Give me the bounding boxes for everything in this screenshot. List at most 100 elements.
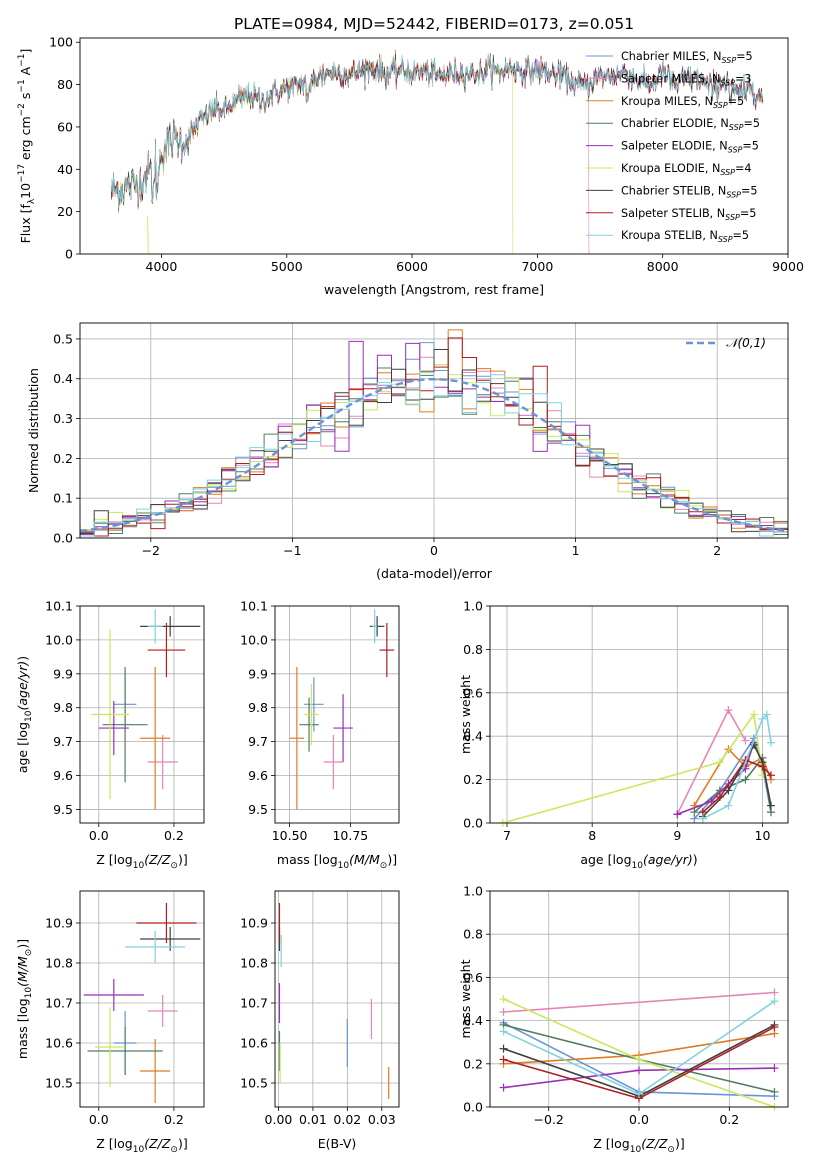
label-part: −1 <box>17 79 27 92</box>
y-tick-label: 0.2 <box>463 772 483 787</box>
y-tick-label: 10.0 <box>240 632 268 647</box>
y-tick-label: 10.5 <box>240 1076 268 1091</box>
label-part: 10 <box>632 861 644 871</box>
label-part: =5 <box>728 95 745 108</box>
label-part: =4 <box>735 162 752 175</box>
y-tick-label: 0.1 <box>53 491 73 506</box>
y-axis-label: age [log10(age/yr)) <box>15 656 34 773</box>
label-part: 10 <box>338 861 350 871</box>
label-part: ] <box>18 49 33 54</box>
y-tick-label: 10.6 <box>240 1036 268 1051</box>
x-axis-label: age [log10(age/yr)) <box>580 852 697 871</box>
y-tick-label: 0.2 <box>463 1056 483 1071</box>
label-part: =5 <box>743 117 760 130</box>
label-part: Z [log <box>96 1136 132 1151</box>
y-tick-label: 9.6 <box>248 768 268 783</box>
y-tick-label: 0.6 <box>463 685 483 700</box>
x-tick-label: 7 <box>503 828 511 843</box>
label-part: A <box>18 66 33 79</box>
label-part: SSP <box>713 101 728 110</box>
y-tick-label: 0.8 <box>463 927 483 942</box>
legend-label: Chabrier ELODIE, NSSP=5 <box>621 117 760 132</box>
y-tick-label: 1.0 <box>463 884 483 899</box>
y-tick-label: 60 <box>57 119 73 134</box>
label-part: Z [log <box>593 1136 629 1151</box>
label-part: s <box>18 93 33 104</box>
y-tick-label: 0.6 <box>463 970 483 985</box>
label-part: age [log <box>580 852 631 867</box>
x-tick-label: 10 <box>755 828 771 843</box>
y-tick-label: 9.6 <box>53 768 73 783</box>
weight-line-salpeter-miles <box>503 991 775 1013</box>
x-tick-label: 0.0 <box>89 828 109 843</box>
legend-label: Chabrier STELIB, NSSP=5 <box>621 184 758 199</box>
legend-label: Salpeter MILES, NSSP=3 <box>621 72 752 87</box>
y-tick-label: 10.9 <box>240 916 268 931</box>
label-part: Kroupa STELIB, N <box>621 229 718 242</box>
label-part: (Z/Z <box>641 1136 668 1151</box>
y-tick-label: 10.8 <box>45 956 73 971</box>
y-tick-label: 0.3 <box>53 411 73 426</box>
spectrum-line-kroupa-stelib <box>111 54 764 209</box>
y-tick-label: 9.8 <box>53 700 73 715</box>
x-tick-label: 2 <box>713 543 721 558</box>
spectrum-frame <box>79 37 789 255</box>
label-part: (age/yr) <box>15 661 30 711</box>
y-tick-label: 9.5 <box>53 802 73 817</box>
label-part: erg cm <box>18 116 33 164</box>
x-tick-label: 7000 <box>521 259 553 274</box>
figure-title: PLATE=0984, MJD=52442, FIBERID=0173, z=0… <box>234 15 634 33</box>
x-axis-label: mass [log10(M/M⊙)] <box>277 852 397 871</box>
y-tick-label: 10.6 <box>45 1036 73 1051</box>
label-part: age [log <box>15 722 30 773</box>
x-tick-label: 8 <box>588 828 596 843</box>
x-axis-label: Z [log10(Z/Z⊙)] <box>96 852 187 871</box>
y-tick-label: 100 <box>49 35 73 50</box>
label-part: 10 <box>630 1145 642 1155</box>
x-tick-label: 4000 <box>146 259 178 274</box>
label-part: Chabrier STELIB, N <box>621 184 726 197</box>
label-part: SSP <box>726 190 741 199</box>
x-tick-label: 5000 <box>271 259 303 274</box>
y-tick-label: 9.8 <box>248 700 268 715</box>
legend-label: Kroupa STELIB, NSSP=5 <box>621 229 749 244</box>
label-part: SSP <box>721 56 736 65</box>
label-part: (Z/Z <box>144 852 171 867</box>
x-tick-label: −0.2 <box>534 1112 564 1127</box>
y-tick-label: 0.4 <box>463 1013 483 1028</box>
label-part: =3 <box>735 72 752 85</box>
x-tick-label: 0 <box>430 543 438 558</box>
age_vs_mass-axes: 10.50 10.75 9.5 9.6 9.7 9.8 9.9 10.0 10.1 <box>240 599 399 843</box>
weight_vs_age-axes: 7 8 9 10 0.0 0.2 0.4 0.6 0.8 1.0 <box>463 599 788 843</box>
legend-label: 𝒩(0,1) <box>726 336 766 350</box>
weight-line-chabrier-stelib <box>702 743 772 818</box>
label-part: ⊙ <box>667 1145 675 1155</box>
y-tick-label: 9.7 <box>248 734 268 749</box>
label-part: −2 <box>17 103 27 116</box>
label-part: ⊙ <box>380 861 388 871</box>
label-part: ) <box>693 852 698 867</box>
spectrum-dip <box>147 215 149 254</box>
x-tick-label: −2 <box>142 543 160 558</box>
label-part: =5 <box>742 140 759 153</box>
label-part: −1 <box>17 54 27 67</box>
x-tick-label: 9000 <box>772 259 804 274</box>
y-tick-label: 1.0 <box>463 599 483 614</box>
mass_vs_ebv-frame <box>274 890 400 1108</box>
label-part: )] <box>675 1136 685 1151</box>
x-tick-label: 0.02 <box>333 1112 361 1127</box>
y-tick-label: 40 <box>57 162 73 177</box>
legend-label: Kroupa ELODIE, NSSP=4 <box>621 162 752 177</box>
label-part: ⊙ <box>170 861 178 871</box>
x-axis-label: E(B-V) <box>318 1136 357 1151</box>
age_vs_Z-axes: 0.0 0.2 9.5 9.6 9.7 9.8 9.9 10.0 10.1 <box>45 599 204 843</box>
x-tick-label: 6000 <box>396 259 428 274</box>
label-part: Chabrier MILES, N <box>621 50 721 63</box>
label-part: Kroupa MILES, N <box>621 95 713 108</box>
label-part: =5 <box>736 50 753 63</box>
label-part: (M/M <box>15 956 30 987</box>
label-part: SSP <box>718 235 733 244</box>
label-part: Z [log <box>96 852 132 867</box>
label-part: (M/M <box>349 852 380 867</box>
